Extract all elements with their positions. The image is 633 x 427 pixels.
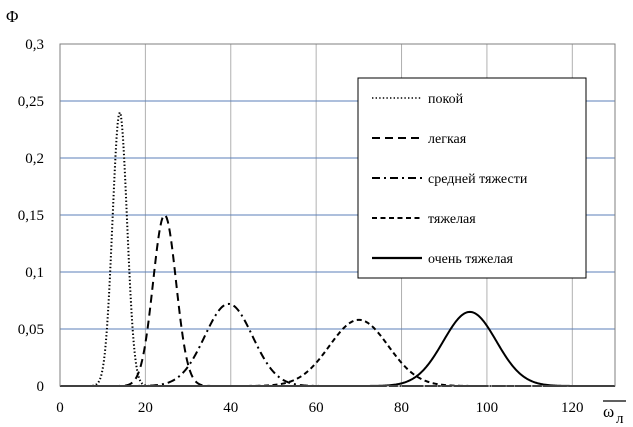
legend-items: покой легкая средней тяжести тяжелая очень т… [372,92,528,267]
legend-label-0: покой [428,92,464,107]
x-axis-title: ω л [603,400,626,427]
legend-label-3: тяжелая [428,212,476,227]
legend-label-1: легкая [428,132,467,147]
y-axis-title: Φ [6,7,18,26]
legend-label-4: очень тяжелая [428,252,514,267]
x-axis-title-main: ω [603,402,614,421]
y-tick-label: 0,05 [18,322,44,338]
y-tick-label: 0,25 [18,94,44,110]
x-axis-title-subscript: л [616,411,624,427]
x-tick-label: 80 [394,400,409,416]
series-line-4 [60,310,615,387]
x-tick-label: 100 [476,400,499,416]
x-tick-label: 40 [223,400,238,416]
y-tick-label: 0,3 [25,37,44,53]
y-tick-label: 0,15 [18,208,44,224]
ticks-layer: 0 20 40 60 80 100 120 0 0,05 0,1 0,15 0,2 0,25 0,3 [18,37,584,416]
y-tick-label: 0 [37,379,45,395]
x-tick-label: 0 [56,400,64,416]
plot-frame [59,43,616,387]
x-tick-label: 120 [561,400,584,416]
legend-label-2: средней тяжести [428,172,528,187]
y-tick-label: 0,2 [25,151,44,167]
y-tick-label: 0,1 [25,265,44,281]
legend: покой легкая средней тяжести тяжелая очень т… [357,77,587,279]
series-line-2 [60,302,615,387]
x-tick-label: 60 [309,400,324,416]
x-tick-label: 20 [138,400,153,416]
